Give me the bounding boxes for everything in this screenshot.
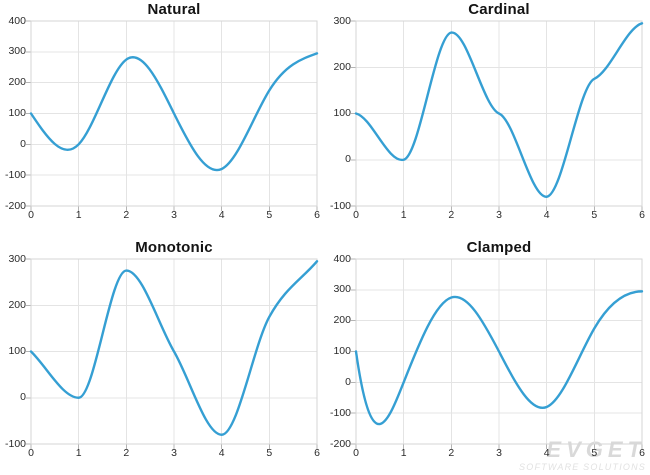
y-tick-label: 0 <box>20 391 26 404</box>
x-tick-label: 2 <box>123 447 130 459</box>
y-tick-label: 0 <box>345 375 351 388</box>
x-tick-label: 6 <box>314 209 320 221</box>
y-tick-label: 400 <box>8 14 26 27</box>
spline-series <box>354 22 644 198</box>
x-tick-label: 2 <box>448 447 455 459</box>
x-tick-label: 2 <box>123 209 130 221</box>
y-tick-label: 400 <box>333 252 351 265</box>
y-tick-label: 100 <box>333 107 351 119</box>
watermark-tagline: SOFTWARE SOLUTIONS <box>519 462 646 472</box>
x-tick-label: 4 <box>218 209 225 221</box>
x-tick-label: 0 <box>28 209 34 221</box>
x-tick-label: 3 <box>496 447 502 459</box>
y-tick-label: 300 <box>333 14 351 27</box>
x-tick-label: 1 <box>75 209 82 221</box>
y-tick-label: 200 <box>8 298 26 311</box>
y-tick-label: 0 <box>20 137 26 150</box>
spline-series <box>354 290 644 426</box>
y-tick-label: -200 <box>329 437 351 450</box>
y-tick-label: -100 <box>329 406 351 419</box>
x-tick-label: 1 <box>75 447 82 459</box>
x-tick-label: 6 <box>314 447 320 459</box>
y-tick-label: 200 <box>8 76 26 89</box>
chart-title-natural: Natural <box>147 1 201 18</box>
plot-area-monotonic <box>26 258 319 449</box>
y-tick-label: 300 <box>8 252 26 265</box>
y-tick-label: 0 <box>345 153 351 166</box>
y-tick-label: -100 <box>4 168 26 181</box>
y-tick-label: 100 <box>8 107 26 119</box>
chart-title-clamped: Clamped <box>466 239 532 256</box>
y-tick-label: -200 <box>4 199 26 212</box>
y-tick-label: 200 <box>333 60 351 73</box>
y-tick-label: 100 <box>333 345 351 357</box>
y-tick-label: 300 <box>333 283 351 296</box>
x-tick-label: 0 <box>353 209 359 221</box>
chart-natural: Natural 400 300 200 100 0 -100 -200 0 1 2 3 4 5 6 <box>0 0 325 238</box>
x-tick-label: 5 <box>266 209 273 221</box>
x-tick-label: 3 <box>496 209 502 221</box>
plot-area-natural <box>26 20 319 211</box>
x-tick-label: 5 <box>266 447 273 459</box>
y-tick-label: 200 <box>333 314 351 327</box>
y-tick-label: 100 <box>8 345 26 357</box>
x-tick-label: 5 <box>591 209 598 221</box>
x-tick-label: 0 <box>28 447 34 459</box>
chart-clamped: Clamped 400 300 200 100 0 -100 -200 0 1 2 3 4 5 6 <box>325 238 650 475</box>
x-tick-label: 2 <box>448 209 455 221</box>
plot-area-cardinal <box>351 20 644 211</box>
chart-title-monotonic: Monotonic <box>135 239 213 256</box>
plot-area-clamped <box>351 258 644 449</box>
spline-series <box>29 52 319 172</box>
x-tick-label: 3 <box>171 209 177 221</box>
x-tick-label: 3 <box>171 447 177 459</box>
x-tick-label: 4 <box>543 209 550 221</box>
x-tick-label: 1 <box>400 447 407 459</box>
chart-monotonic: Monotonic 300 200 100 0 -100 0 1 2 3 4 5 6 <box>0 238 325 475</box>
spline-series <box>29 260 319 436</box>
x-tick-label: 0 <box>353 447 359 459</box>
y-tick-label: -100 <box>4 437 26 450</box>
x-tick-label: 4 <box>218 447 225 459</box>
chart-title-cardinal: Cardinal <box>468 1 530 18</box>
y-tick-label: -100 <box>329 199 351 212</box>
chart-cardinal: Cardinal 300 200 100 0 -100 0 1 2 3 4 5 6 <box>325 0 650 238</box>
y-tick-label: 300 <box>8 45 26 58</box>
x-tick-label: 5 <box>591 447 598 459</box>
x-tick-label: 6 <box>639 447 645 459</box>
x-tick-label: 1 <box>400 209 407 221</box>
x-tick-label: 4 <box>543 447 550 459</box>
x-tick-label: 6 <box>639 209 645 221</box>
